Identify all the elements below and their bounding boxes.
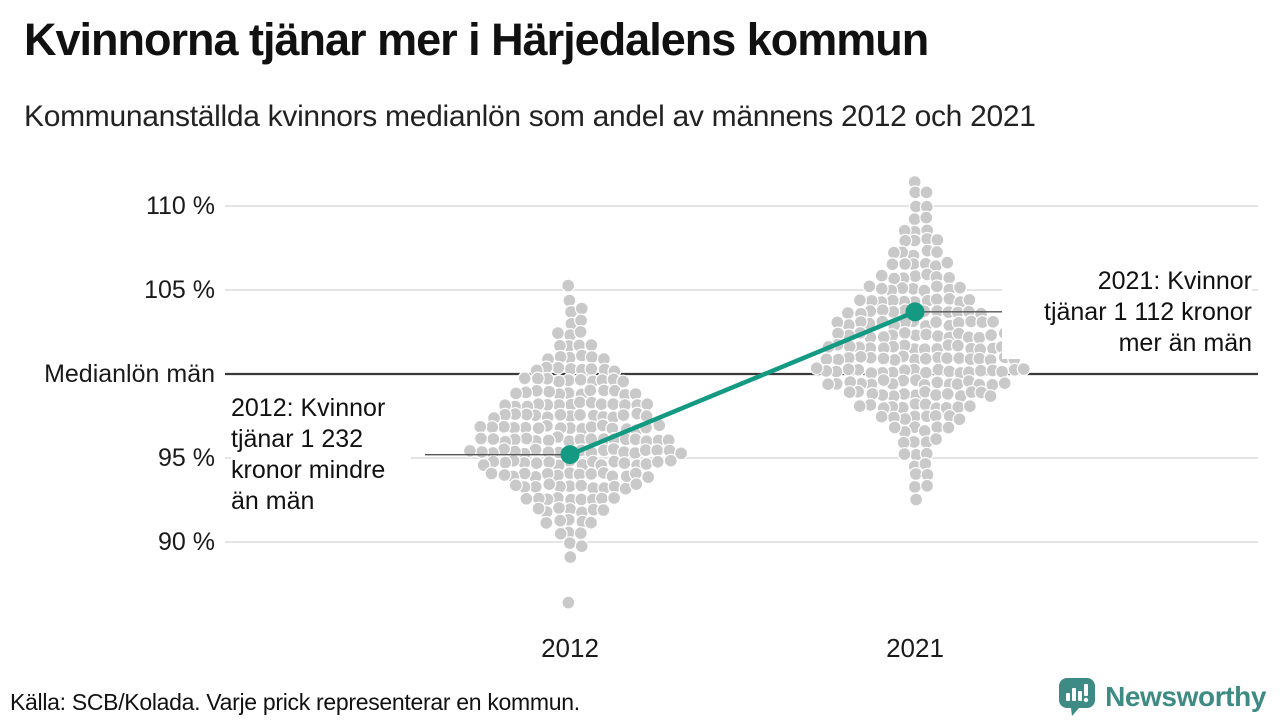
x-label-2021: 2021 bbox=[886, 633, 944, 663]
annotation-2012: 2012: Kvinnor tjänar 1 232 kronor mindre… bbox=[231, 393, 411, 517]
newsworthy-logo-text: Newsworthy bbox=[1105, 681, 1266, 712]
newsworthy-logo-icon bbox=[1059, 678, 1096, 716]
y-tick-105: 105 % bbox=[144, 276, 215, 304]
y-tick-medianlon-man: Medianlön män bbox=[44, 360, 215, 388]
source-note: Källa: SCB/Kolada. Varje prick represent… bbox=[10, 689, 580, 715]
newsworthy-logo[interactable]: Newsworthy bbox=[1058, 677, 1266, 717]
y-tick-90: 90 % bbox=[158, 528, 215, 556]
y-tick-110: 110 % bbox=[145, 192, 215, 220]
x-label-2012: 2012 bbox=[541, 633, 599, 663]
y-tick-95: 95 % bbox=[158, 444, 215, 472]
chart-subtitle: Kommunanställda kvinnors medianlön som a… bbox=[24, 100, 1036, 133]
chart-title: Kvinnorna tjänar mer i Härjedalens kommu… bbox=[24, 14, 929, 65]
annotation-2021: 2021: Kvinnor tjänar 1 112 kronor mer än… bbox=[1002, 266, 1252, 359]
